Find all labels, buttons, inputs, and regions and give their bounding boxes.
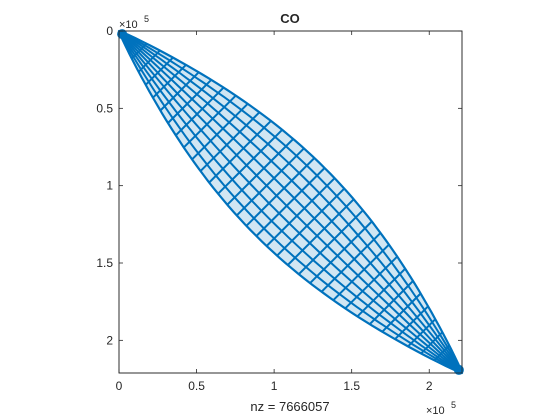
x-tick-label: 1.5	[343, 379, 360, 393]
y-exponent-power: 5	[144, 14, 149, 24]
band-line	[245, 157, 316, 227]
band-mesh	[118, 30, 463, 374]
corner-block-top	[117, 29, 128, 40]
band-line	[368, 280, 414, 325]
chart-title: CO	[280, 11, 300, 26]
band-line	[344, 255, 398, 310]
band-line	[433, 344, 451, 362]
y-tick-label: 2	[106, 333, 113, 347]
x-tick-label: 1	[271, 379, 278, 393]
y-exponent-base: ×10	[119, 19, 138, 31]
y-tick-label: 0.5	[96, 101, 113, 115]
x-tick-label: 0	[116, 379, 123, 393]
y-tick-label: 1.5	[96, 256, 113, 270]
band-line	[320, 232, 382, 293]
band-line	[226, 138, 294, 206]
sparsity-pattern	[117, 29, 464, 375]
band-line	[265, 177, 336, 247]
band-line	[276, 187, 346, 257]
band-line	[137, 49, 161, 73]
y-tick-label: 0	[106, 24, 113, 38]
band-line	[298, 209, 364, 275]
x-exponent-power: 5	[451, 400, 456, 410]
corner-block-bottom	[453, 364, 464, 375]
y-tick-label: 1	[106, 179, 113, 193]
band-line	[420, 331, 444, 355]
x-exponent-base: ×10	[426, 405, 445, 417]
x-exponent-label: ×10 5	[426, 400, 456, 417]
band-line	[191, 103, 249, 161]
band-line	[208, 120, 272, 184]
band-line	[167, 79, 213, 124]
x-axis-ticks: 0 0.5 1 1.5 2	[116, 31, 433, 393]
band-line	[144, 56, 174, 86]
band-line	[394, 305, 429, 340]
y-exponent-label: ×10 5	[119, 14, 149, 31]
band-line	[309, 220, 373, 284]
band-line	[199, 111, 261, 172]
x-tick-label: 0.5	[188, 379, 205, 393]
band-line	[447, 358, 457, 368]
band-line	[356, 267, 406, 318]
band-line	[217, 129, 283, 195]
band-line	[159, 71, 200, 112]
band-line	[381, 292, 422, 333]
band-line	[183, 94, 237, 149]
band-line	[175, 86, 225, 137]
axes-frame	[118, 30, 463, 374]
band-line	[124, 36, 134, 46]
x-tick-label: 2	[426, 379, 433, 393]
band-line	[407, 318, 437, 348]
x-axis-label: nz = 7666057	[250, 399, 329, 414]
band-line	[152, 64, 187, 99]
band-line	[130, 42, 148, 60]
band-line	[255, 167, 326, 237]
band-line	[235, 147, 305, 217]
band-line	[332, 243, 390, 301]
band-line	[287, 198, 355, 266]
y-axis-ticks: 0 0.5 1 1.5 2	[96, 24, 462, 347]
plot-area: 0 0.5 1 1.5 2 0 0.5 1 1.5 2	[96, 24, 464, 393]
